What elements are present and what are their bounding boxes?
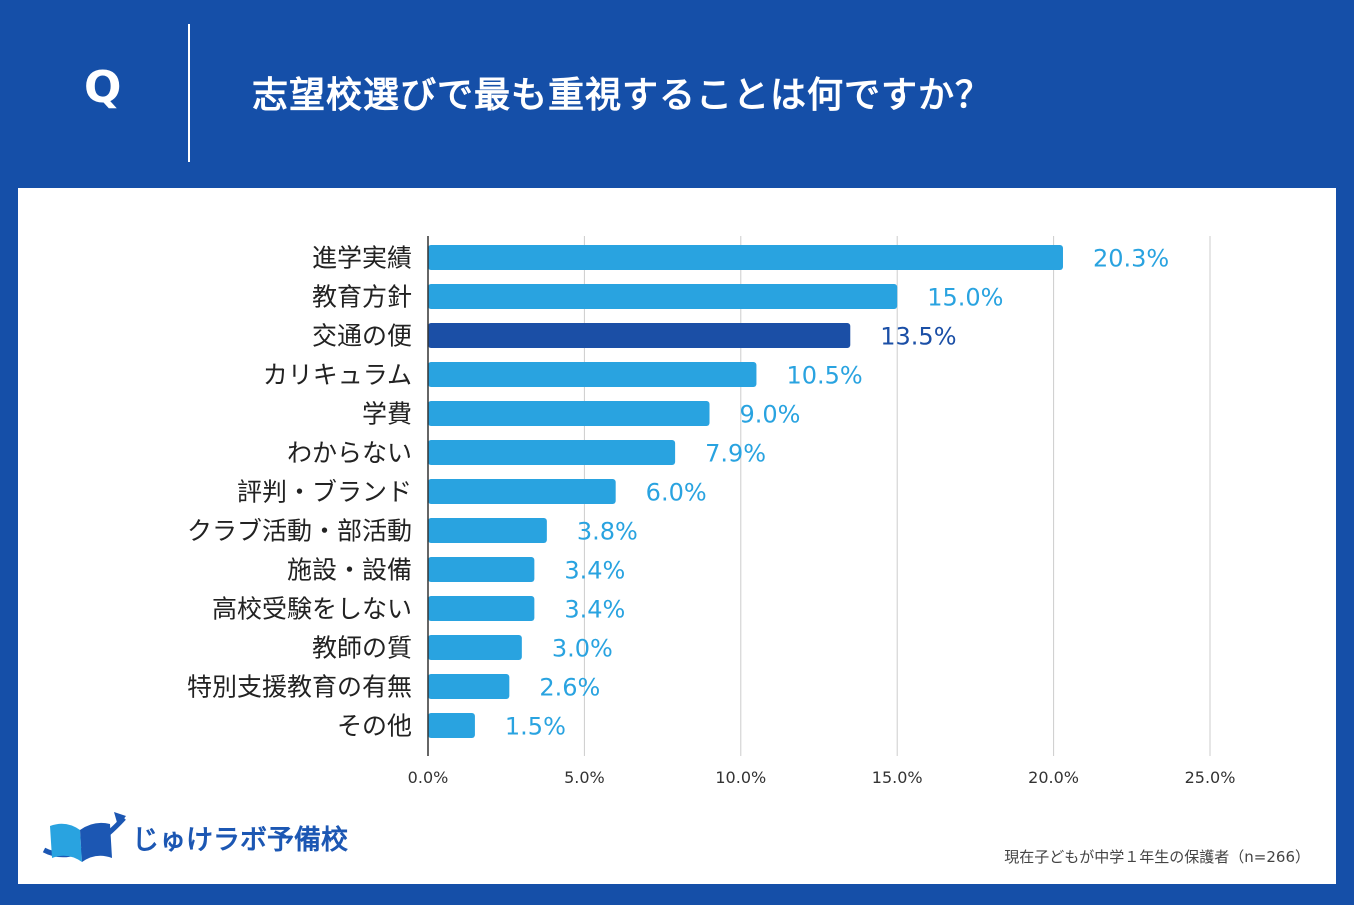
open-book-icon <box>42 812 126 862</box>
data-label: 3.4% <box>564 596 625 624</box>
x-tick-label: 25.0% <box>1185 768 1236 787</box>
category-label: 評判・ブランド <box>237 478 412 507</box>
category-label: カリキュラム <box>263 361 412 390</box>
data-label: 13.5% <box>880 323 956 351</box>
bar <box>428 362 757 387</box>
category-label: 特別支援教育の有無 <box>187 673 412 702</box>
question-title: 志望校選びで最も重視することは何ですか？ <box>252 75 993 116</box>
x-tick-label: 15.0% <box>872 768 923 787</box>
data-label: 7.9% <box>705 440 766 468</box>
logo-text: じゅけラボ予備校 <box>132 825 348 856</box>
logo: じゅけラボ予備校 <box>38 806 368 870</box>
data-label: 1.5% <box>505 713 566 741</box>
bar <box>428 713 475 738</box>
bar <box>428 479 616 504</box>
data-label: 3.4% <box>564 557 625 585</box>
x-tick-label: 20.0% <box>1028 768 1079 787</box>
category-label: わからない <box>287 439 412 468</box>
bar <box>428 557 535 582</box>
header-divider <box>188 24 190 162</box>
bar <box>428 245 1063 270</box>
x-tick-label: 0.0% <box>408 768 449 787</box>
bar <box>428 284 898 309</box>
bar <box>428 635 522 660</box>
data-label: 15.0% <box>927 284 1003 312</box>
x-tick-label: 10.0% <box>715 768 766 787</box>
category-label: その他 <box>337 712 412 741</box>
data-label: 6.0% <box>646 479 707 507</box>
category-label: 教師の質 <box>312 634 412 663</box>
category-label: 交通の便 <box>312 322 412 351</box>
category-label: クラブ活動・部活動 <box>187 517 412 546</box>
category-label: 進学実績 <box>312 244 412 273</box>
data-label: 3.8% <box>577 518 638 546</box>
bar <box>428 323 851 348</box>
question-label: Q <box>84 62 122 113</box>
bar <box>428 401 710 426</box>
category-label: 学費 <box>362 400 412 429</box>
bar <box>428 440 676 465</box>
category-label: 施設・設備 <box>287 556 412 585</box>
bar <box>428 674 510 699</box>
data-label: 2.6% <box>539 674 600 702</box>
chart-panel: 0.0% 5.0% 10.0% 15.0% 20.0% 25.0% 進学実績 20.3% 教育方… <box>18 188 1336 884</box>
category-label: 教育方針 <box>312 283 412 312</box>
footnote: 現在子どもが中学１年生の保護者（n=266） <box>1004 848 1310 866</box>
category-label: 高校受験をしない <box>212 595 412 624</box>
data-label: 10.5% <box>786 362 862 390</box>
bar <box>428 596 535 621</box>
data-label: 9.0% <box>740 401 801 429</box>
bar-chart: 0.0% 5.0% 10.0% 15.0% 20.0% 25.0% 進学実績 20.3% 教育方… <box>187 236 1236 787</box>
x-tick-label: 5.0% <box>564 768 605 787</box>
bar <box>428 518 547 543</box>
data-label: 3.0% <box>552 635 613 663</box>
data-label: 20.3% <box>1093 245 1169 273</box>
